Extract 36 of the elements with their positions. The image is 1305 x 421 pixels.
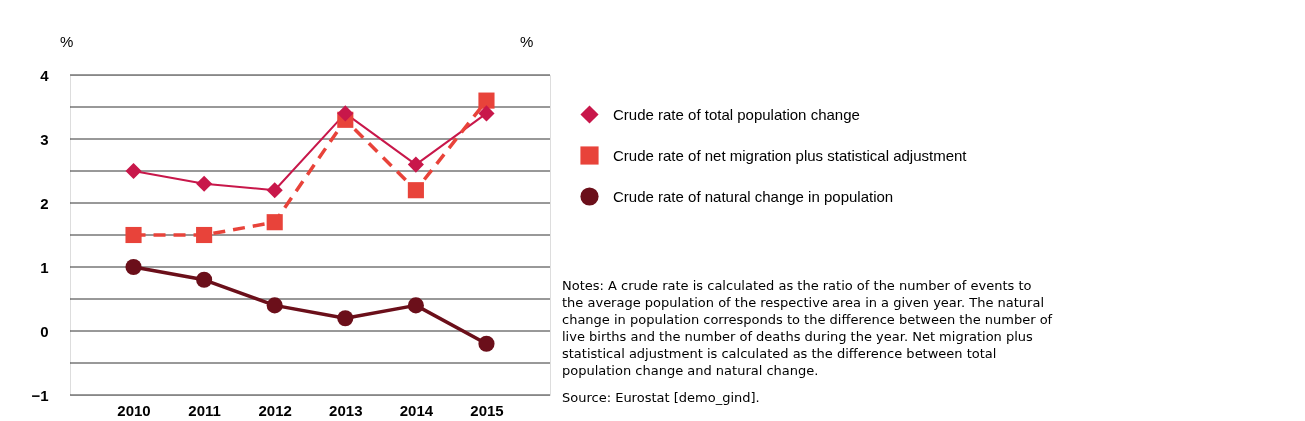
point [266,214,283,231]
legend-label: Crude rate of total population change [613,105,860,123]
legend-label: Crude rate of natural change in population [613,187,894,205]
point [125,258,142,276]
point [266,297,283,314]
point [337,310,354,327]
source-note: Source: Eurostat [demo_gind]. [562,390,760,405]
point [196,271,213,288]
y-tick-label: −1 [31,386,49,404]
y-tick-label: 2 [40,194,49,212]
y2-axis-title: % [520,33,534,50]
point [337,105,354,122]
x-tick-label: 2013 [329,401,363,419]
point [407,182,424,199]
text: Notes: A crude rate is calculated as the ratio of the number of events to the average population of the respective area in a given year. The natural change in population corresponds to the difference between the number of live births and the number of deaths during the year. Net migration plus statistical adjustment is calculated as the difference between total population change and natural change. [562,278,1053,378]
y-tick-label: 1 [40,258,49,276]
point [266,182,283,199]
legend-label: Crude rate of net migration plus statistical adjustment [613,146,968,164]
x-tick-label: 2012 [258,401,292,419]
point [196,226,213,244]
point [478,335,495,352]
x-tick-label: 2010 [117,401,151,419]
point [125,162,142,180]
x-tick-label: 2015 [470,401,504,419]
y-tick-label: 0 [40,322,49,340]
point [478,92,495,109]
y-tick-label: 4 [40,66,50,84]
point [478,105,495,122]
y-axis-title: % [60,33,74,50]
point [196,175,213,192]
point [407,297,424,314]
x-tick-label: 2011 [188,401,221,419]
point [407,156,424,173]
point [125,226,142,244]
y-tick-label: 3 [40,130,49,148]
x-tick-label: 2014 [399,401,434,419]
